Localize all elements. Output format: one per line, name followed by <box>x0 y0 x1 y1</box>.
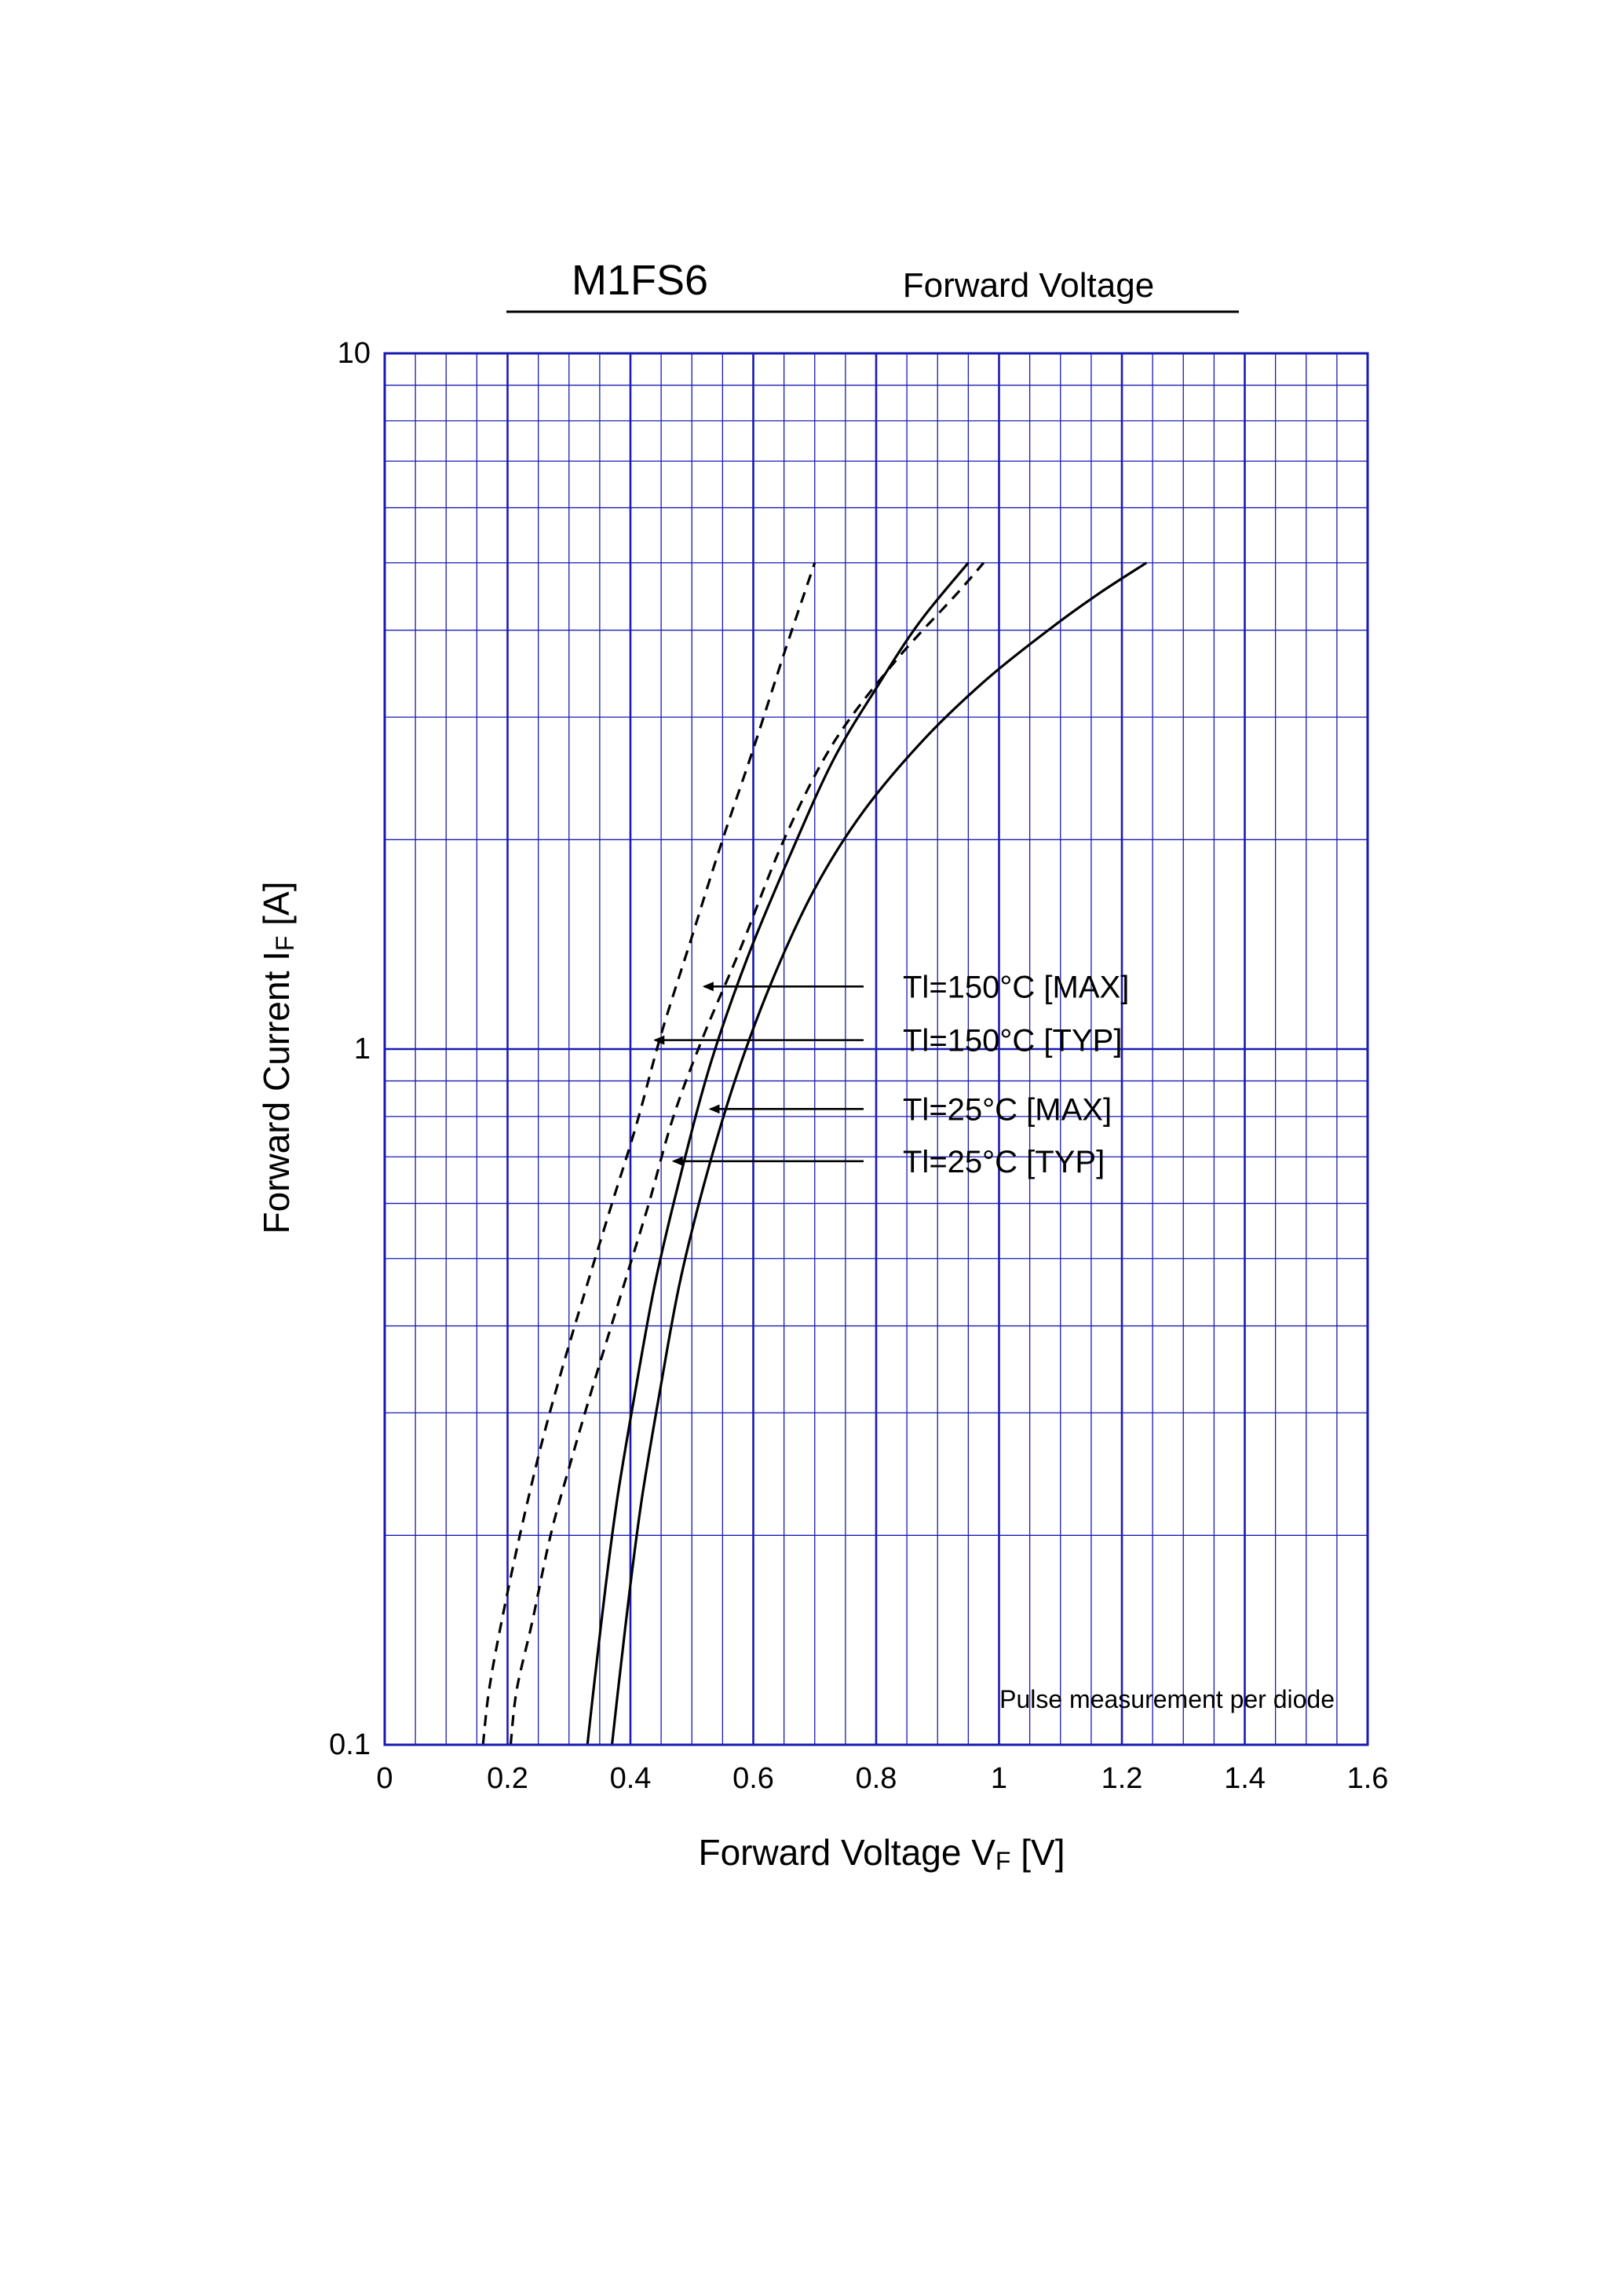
x-axis-label: Forward Voltage VF [V] <box>699 1832 1065 1875</box>
chart-grid <box>385 353 1368 1745</box>
x-tick-label: 0.4 <box>610 1762 652 1795</box>
x-tick-label: 0.8 <box>856 1762 897 1795</box>
annotation-label: Tl=150°C [MAX] <box>903 970 1129 1004</box>
part-number: M1FS6 <box>572 257 708 304</box>
x-tick-label: 1.4 <box>1224 1762 1266 1795</box>
x-tick-label: 0.6 <box>732 1762 774 1795</box>
chart-annotations: Tl=150°C [MAX] Tl=150°C [TYP] Tl=25°C [MAX… <box>655 970 1129 1179</box>
annotation-label: Tl=150°C [TYP] <box>903 1024 1122 1058</box>
x-tick-label: 0.2 <box>487 1762 528 1795</box>
x-tick-label: 1.6 <box>1347 1762 1389 1795</box>
x-tick-label: 0 <box>376 1762 393 1795</box>
annotation-label: Tl=25°C [MAX] <box>903 1092 1112 1127</box>
axis-tick-labels: 0 0.2 0.4 0.6 0.8 1 1.2 1.4 1.6 0.1 1 10 <box>329 337 1388 1795</box>
annotation-label: Tl=25°C [TYP] <box>903 1145 1105 1179</box>
y-axis-label: Forward Current IF [A] <box>256 881 299 1234</box>
y-tick-label: 1 <box>354 1033 371 1066</box>
chart-title: Forward Voltage <box>903 266 1154 305</box>
measurement-note: Pulse measurement per diode <box>999 1685 1335 1713</box>
y-tick-label: 0.1 <box>329 1728 371 1761</box>
y-tick-label: 10 <box>338 337 371 370</box>
x-tick-label: 1.2 <box>1101 1762 1143 1795</box>
series-line-1 <box>483 563 815 1745</box>
x-tick-label: 1 <box>991 1762 1007 1795</box>
